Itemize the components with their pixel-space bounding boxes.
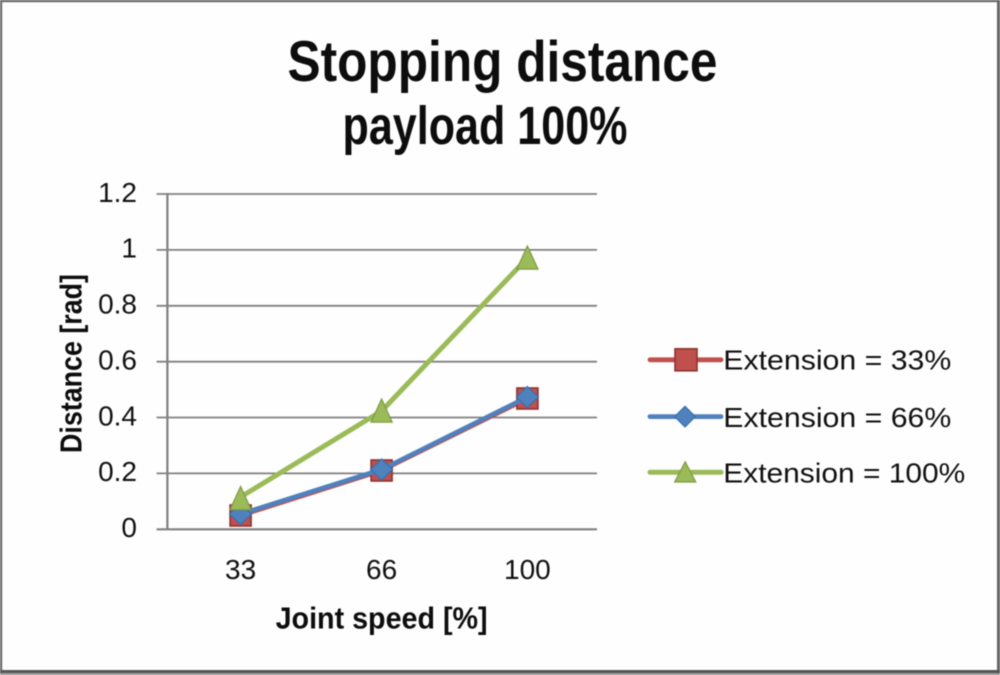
svg-text:1: 1	[121, 233, 137, 264]
svg-text:66: 66	[366, 554, 397, 585]
svg-text:0: 0	[121, 512, 137, 543]
svg-text:0.4: 0.4	[98, 400, 137, 431]
svg-text:Distance [rad]: Distance [rad]	[54, 274, 89, 453]
svg-text:1.2: 1.2	[98, 177, 137, 208]
svg-text:payload 100%: payload 100%	[343, 97, 628, 156]
svg-text:0.8: 0.8	[98, 289, 137, 320]
svg-text:Stopping distance: Stopping distance	[288, 30, 718, 94]
svg-text:Joint speed [%]: Joint speed [%]	[276, 600, 488, 635]
svg-text:Extension = 100%: Extension = 100%	[723, 457, 965, 488]
svg-text:33: 33	[225, 554, 256, 585]
svg-text:0.2: 0.2	[98, 456, 137, 487]
svg-text:100: 100	[504, 554, 551, 585]
svg-text:Extension = 33%: Extension = 33%	[723, 345, 951, 376]
svg-text:Extension = 66%: Extension = 66%	[723, 402, 951, 433]
svg-text:0.6: 0.6	[98, 345, 137, 376]
